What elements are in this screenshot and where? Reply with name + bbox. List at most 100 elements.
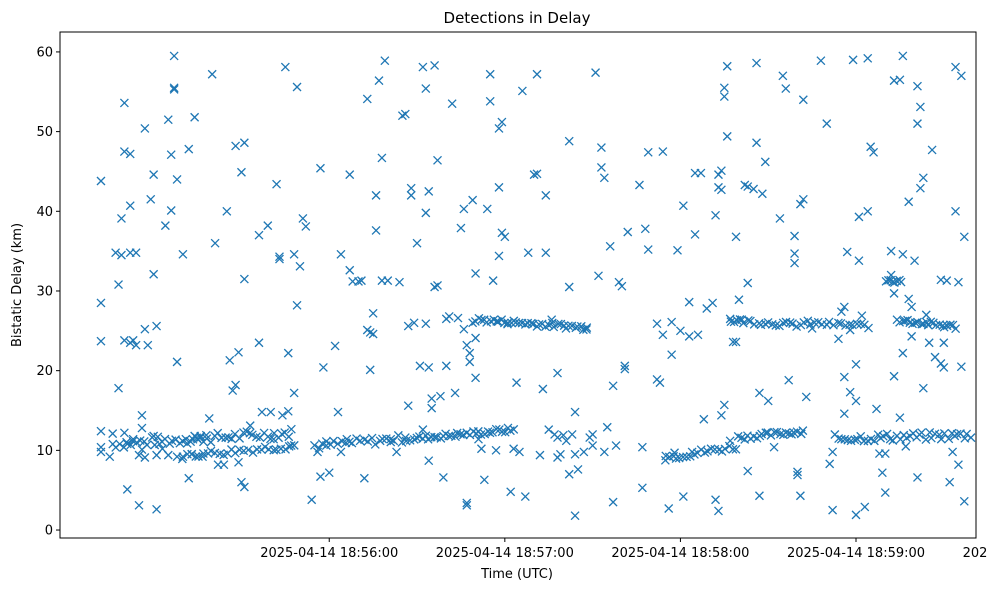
data-point	[111, 248, 121, 258]
data-point	[889, 371, 899, 381]
data-point	[333, 439, 343, 449]
x-tick-label: 2025-04-14 18:59:00	[787, 546, 925, 561]
data-point	[667, 317, 677, 327]
data-point	[207, 69, 217, 79]
data-point	[588, 429, 598, 439]
data-point	[754, 491, 764, 501]
data-point	[859, 436, 869, 446]
data-point	[377, 153, 387, 163]
data-point	[418, 425, 428, 435]
data-point	[917, 428, 927, 438]
data-point	[228, 386, 238, 396]
y-tick-label: 40	[36, 205, 53, 220]
data-point	[149, 269, 159, 279]
data-point	[119, 442, 129, 452]
data-point	[134, 500, 144, 510]
data-point	[731, 232, 741, 242]
data-point	[788, 319, 797, 329]
data-point	[368, 308, 378, 318]
data-point	[131, 340, 141, 350]
data-point	[608, 381, 618, 391]
data-point	[122, 484, 132, 494]
data-point	[541, 248, 551, 258]
data-point	[684, 297, 694, 307]
data-point	[824, 317, 834, 327]
data-point	[128, 335, 138, 345]
data-point	[675, 326, 685, 336]
data-point	[400, 109, 410, 119]
data-point	[775, 214, 785, 223]
data-point	[131, 248, 141, 258]
data-point	[553, 368, 562, 378]
data-point	[459, 204, 469, 214]
data-point	[497, 228, 507, 238]
data-point	[848, 55, 858, 65]
data-point	[459, 324, 469, 334]
data-point	[235, 433, 245, 443]
data-point	[716, 410, 726, 420]
data-point	[114, 280, 123, 290]
data-point	[908, 319, 917, 329]
data-point	[485, 96, 495, 106]
data-point	[476, 430, 486, 439]
data-point	[482, 204, 492, 214]
data-point	[640, 224, 650, 234]
data-point	[368, 329, 378, 339]
data-point	[839, 409, 849, 419]
data-point	[196, 431, 206, 441]
data-point	[839, 302, 849, 312]
data-point	[526, 318, 536, 328]
data-point	[781, 428, 791, 438]
data-point	[918, 173, 928, 183]
data-point	[836, 307, 846, 317]
data-point	[515, 447, 524, 457]
data-point	[582, 324, 591, 334]
data-point	[953, 277, 963, 287]
data-point	[833, 318, 843, 328]
data-point	[579, 447, 589, 457]
data-point	[553, 319, 563, 329]
data-point	[743, 182, 753, 192]
data-point	[500, 232, 510, 242]
data-point	[696, 168, 706, 178]
data-point	[283, 406, 293, 416]
data-point	[913, 317, 922, 327]
data-point	[239, 274, 249, 284]
data-point	[942, 276, 952, 286]
data-point	[509, 424, 519, 434]
data-point	[172, 357, 182, 367]
data-point	[370, 439, 380, 449]
data-point	[623, 227, 633, 237]
data-point	[310, 440, 319, 450]
data-point	[198, 452, 208, 462]
data-point	[900, 316, 910, 326]
data-point	[925, 427, 935, 437]
data-point	[752, 138, 761, 148]
data-point	[286, 424, 296, 434]
data-point	[617, 281, 627, 291]
data-point	[178, 436, 188, 446]
data-point	[851, 510, 861, 520]
data-point	[728, 337, 738, 347]
data-point	[728, 444, 738, 454]
data-point	[535, 450, 545, 460]
data-point	[913, 81, 922, 91]
data-point	[184, 144, 194, 154]
data-point	[956, 71, 966, 81]
data-point	[833, 334, 843, 344]
data-point	[708, 298, 718, 308]
data-point	[137, 410, 147, 420]
data-point	[406, 183, 416, 193]
data-point	[664, 504, 674, 513]
data-point	[690, 229, 700, 239]
data-point	[529, 170, 539, 180]
x-tick-label: 2025-04-14 19:00:00	[963, 546, 988, 561]
data-point	[714, 170, 723, 180]
data-point	[277, 429, 287, 439]
data-point	[298, 214, 308, 223]
data-point	[951, 324, 961, 334]
data-point	[845, 387, 855, 397]
data-point	[386, 437, 396, 447]
data-point	[119, 428, 129, 438]
data-point	[790, 249, 800, 258]
